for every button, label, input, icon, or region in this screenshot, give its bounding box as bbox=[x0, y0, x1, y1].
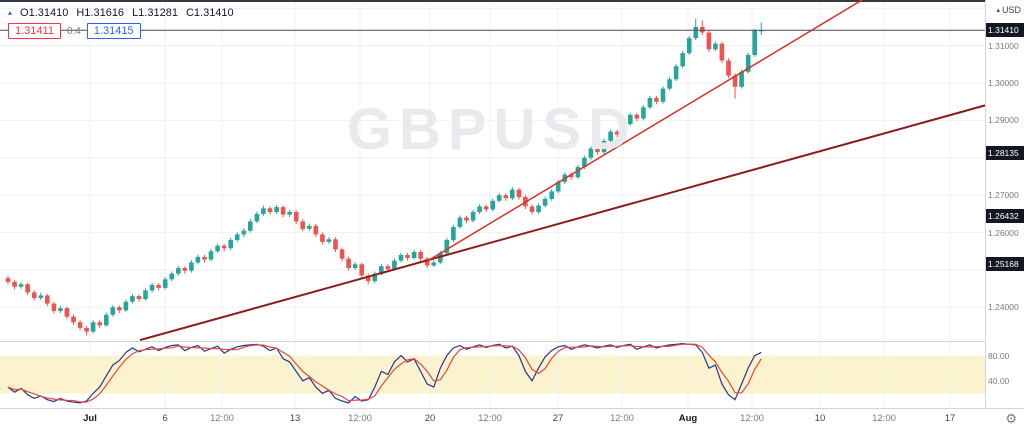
time-axis-tick: 12:00 bbox=[210, 413, 234, 424]
currency-marker-icon: ▴ bbox=[996, 7, 1000, 14]
settings-gear-icon[interactable]: ⚙ bbox=[1005, 411, 1017, 426]
stoch-k-line bbox=[7, 342, 762, 404]
buy-button[interactable]: 1.31415 bbox=[86, 23, 141, 39]
time-axis[interactable]: ⚙ Jul 6 12:00 13 12:00 20 12:00 27 12:00 Aug 12:00… bbox=[0, 409, 1024, 429]
time-axis-tick: 12:00 bbox=[478, 413, 502, 424]
spread-value: 0.4 bbox=[66, 25, 81, 37]
ohlc-open: O1.31410 bbox=[20, 7, 69, 19]
time-axis-tick: 12:00 bbox=[348, 413, 372, 424]
time-axis-tick: 12:00 bbox=[872, 413, 896, 424]
price-level-tag: 1.28135 bbox=[986, 146, 1024, 160]
stochastic-indicator-canvas[interactable] bbox=[0, 341, 985, 408]
axis-currency-label[interactable]: ▴ USD bbox=[996, 5, 1021, 15]
instrument-marker-icon: ▴ bbox=[8, 8, 13, 17]
time-axis-tick: 27 bbox=[552, 413, 564, 424]
candlestick-series bbox=[5, 18, 764, 336]
price-axis-label: 1.24000 bbox=[988, 302, 1019, 312]
ohlc-readout: ▴ O1.31410 H1.31616 L1.31281 C1.31410 bbox=[8, 7, 234, 19]
ohlc-low: L1.31281 bbox=[132, 7, 178, 19]
stoch-axis-label: 80.00 bbox=[988, 351, 1010, 361]
sell-button[interactable]: 1.31411 bbox=[8, 23, 61, 39]
price-axis[interactable]: ▴ USD 1.31000 1.30000 1.29000 1.27000 1.2600… bbox=[986, 0, 1024, 408]
time-axis-separator bbox=[0, 408, 1024, 409]
price-axis-separator bbox=[985, 0, 986, 408]
currency-code: USD bbox=[1001, 5, 1021, 15]
time-axis-tick: Jul bbox=[83, 413, 97, 424]
price-axis-label: 1.26000 bbox=[988, 228, 1019, 238]
time-axis-tick: 10 bbox=[814, 413, 826, 424]
time-axis-tick: 12:00 bbox=[610, 413, 634, 424]
stoch-axis-label: 40.00 bbox=[988, 376, 1010, 386]
price-axis-label: 1.27000 bbox=[988, 190, 1019, 200]
long-term-uptrend-trendline[interactable] bbox=[139, 104, 985, 341]
price-level-tag: 1.25168 bbox=[986, 257, 1024, 271]
time-axis-tick: 13 bbox=[289, 413, 301, 424]
time-axis-tick: 6 bbox=[162, 413, 168, 424]
ohlc-close: C1.31410 bbox=[185, 7, 234, 19]
pane-separator[interactable] bbox=[0, 341, 1024, 342]
price-axis-label: 1.31000 bbox=[988, 41, 1019, 51]
price-level-tag: 1.31410 bbox=[986, 23, 1024, 37]
stochastic-band bbox=[0, 355, 985, 394]
bid-ask-panel: 1.31411 0.4 1.31415 bbox=[8, 23, 141, 39]
steep-uptrend-trendline[interactable] bbox=[424, 0, 863, 264]
candlestick-chart-canvas[interactable] bbox=[0, 0, 985, 341]
stoch-d-line bbox=[7, 343, 762, 403]
price-level-tag: 1.26432 bbox=[986, 209, 1024, 223]
time-axis-tick: 20 bbox=[424, 413, 436, 424]
price-axis-label: 1.29000 bbox=[988, 115, 1019, 125]
price-axis-label: 1.30000 bbox=[988, 78, 1019, 88]
ohlc-high: H1.31616 bbox=[76, 7, 125, 19]
time-axis-tick: 12:00 bbox=[740, 413, 764, 424]
time-axis-tick: Aug bbox=[678, 413, 698, 424]
time-axis-tick: 17 bbox=[944, 413, 956, 424]
grid-lines bbox=[0, 0, 985, 341]
